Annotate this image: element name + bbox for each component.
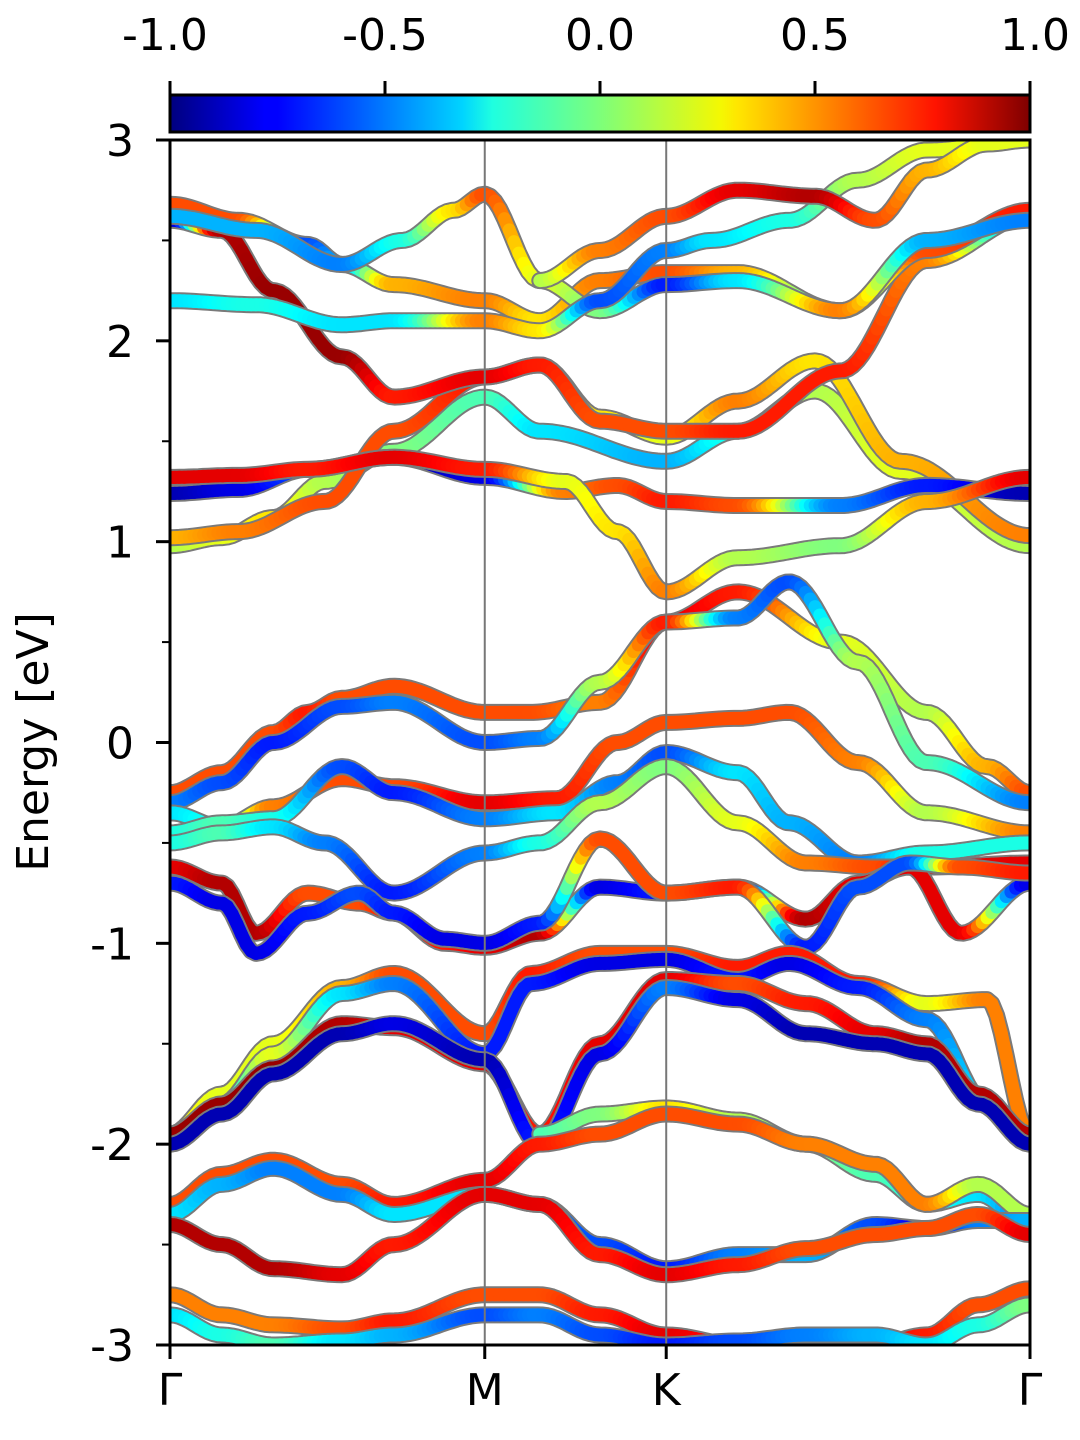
band-24 (170, 1280, 1030, 1345)
band-10 (170, 573, 1030, 812)
band-19 (170, 979, 1030, 1153)
x-tick-label: Γ (1018, 1365, 1043, 1416)
y-tick-label: -2 (90, 1120, 134, 1171)
y-tick-label: 3 (106, 116, 134, 167)
y-tick-label: -3 (90, 1321, 134, 1372)
y-tick-label: -1 (90, 919, 134, 970)
colorbar-tick-label: 0.0 (565, 10, 635, 61)
colorbar-tick-label: -0.5 (342, 10, 428, 61)
x-tick-label: K (652, 1365, 682, 1416)
band-25 (170, 1296, 1030, 1345)
colorbar-gradient (168, 93, 1032, 134)
colorbar-tick-label: 0.5 (780, 10, 850, 61)
y-tick-label: 2 (106, 317, 134, 368)
colorbar-tick-label: -1.0 (122, 10, 208, 61)
colorbar-tick-label: 1.0 (1000, 10, 1070, 61)
band-21 (170, 1105, 1030, 1223)
bands-layer (170, 140, 1030, 1345)
plot-area: 3 2 1 0 -1 -2 -3 Γ M K Γ (90, 116, 1043, 1416)
band-15 (170, 830, 1030, 962)
band-8 (531, 140, 1030, 290)
band-23 (170, 1185, 1030, 1284)
x-tick-label: Γ (158, 1365, 183, 1416)
x-tick-label: M (466, 1365, 504, 1416)
band-3 (170, 448, 1030, 601)
colorbar: -1.0 -0.5 0.0 0.5 1.0 (122, 10, 1070, 134)
y-tick-label: 1 (106, 518, 134, 569)
y-axis-label: Energy [eV] (8, 612, 59, 872)
y-tick-label: 0 (106, 719, 134, 770)
